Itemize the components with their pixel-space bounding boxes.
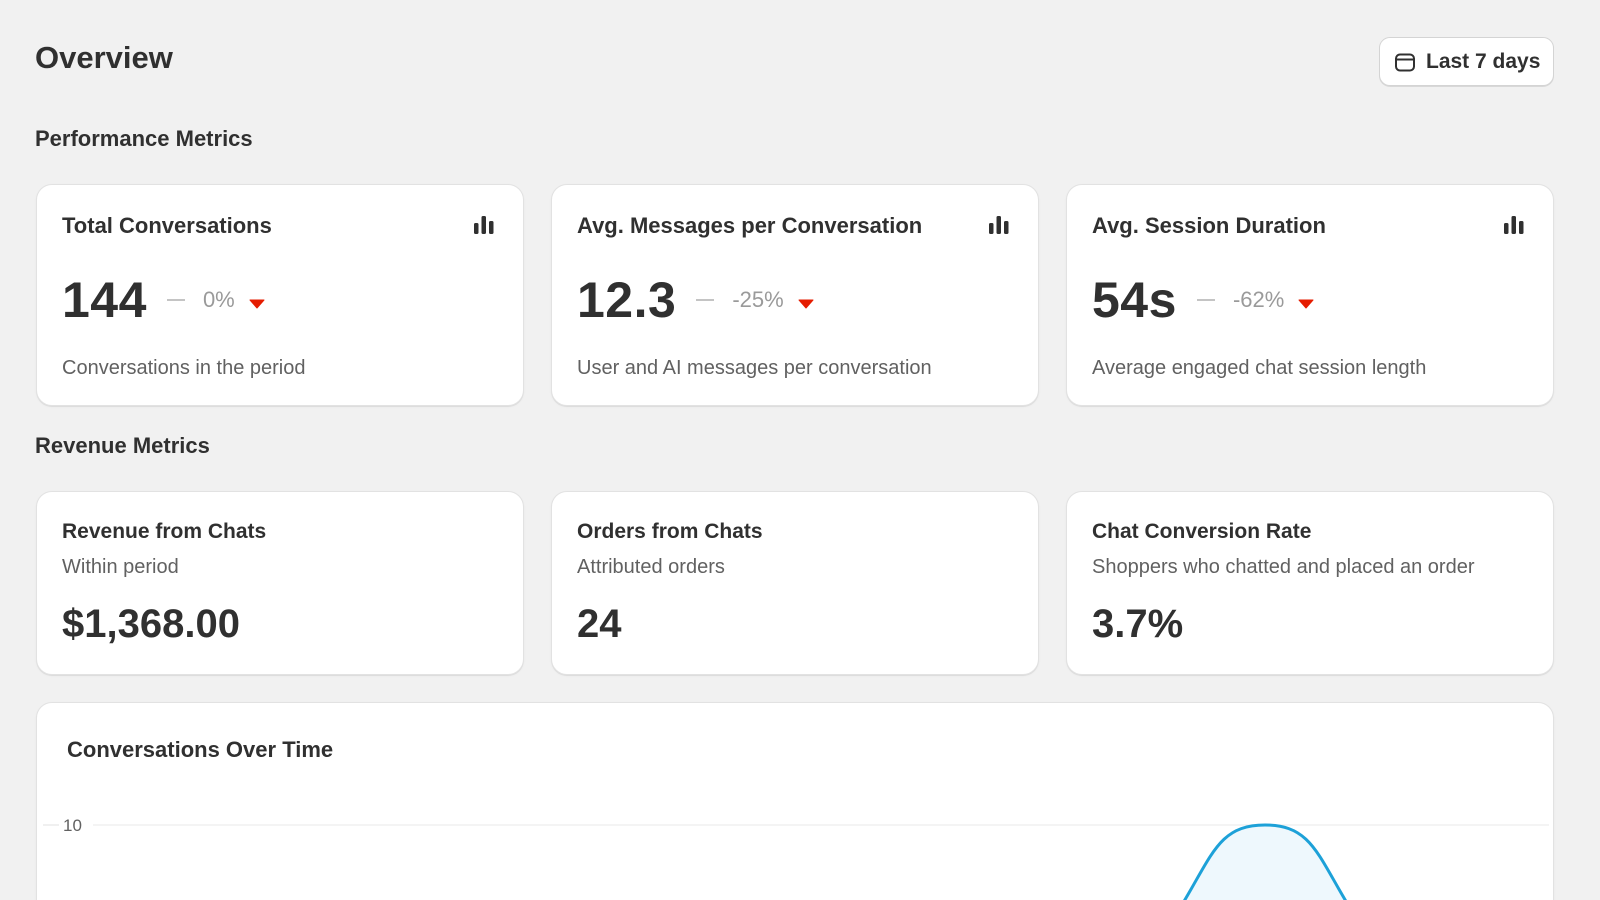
card-title: Orders from Chats [577,520,763,543]
card-description: Average engaged chat session length [1092,357,1427,379]
card-title: Chat Conversion Rate [1092,520,1312,543]
metric-card-revenue-from-chats: Revenue from Chats Within period $1,368.… [36,491,524,675]
trend-down-icon [1298,299,1314,309]
metric-card-orders-from-chats: Orders from Chats Attributed orders 24 [551,491,1039,675]
metric-change: 0% [202,287,235,312]
bar-chart-icon[interactable] [988,215,1010,235]
chart-title: Conversations Over Time [67,737,334,762]
page-title: Overview [35,40,173,75]
metric-card-avg-messages: Avg. Messages per Conversation 12.3 -25%… [551,184,1039,406]
card-title: Avg. Session Duration [1092,213,1326,238]
metric-value: 3.7% [1092,602,1184,646]
chart-series-line [1183,823,1347,900]
divider [166,299,185,301]
card-subtitle: Attributed orders [577,556,725,578]
metric-value: $1,368.00 [62,602,240,646]
card-subtitle: Within period [62,556,179,578]
conversations-chart-card: Conversations Over Time 10 [36,702,1554,900]
chart-area [1184,825,1346,900]
card-subtitle: Shoppers who chatted and placed an order [1092,556,1475,578]
date-range-button[interactable]: Last 7 days [1379,37,1554,86]
metric-change: -62% [1232,287,1285,312]
trend-down-icon [249,299,265,309]
metric-card-avg-session-duration: Avg. Session Duration 54s -62% Average e… [1066,184,1554,406]
metric-value: 12.3 [577,272,677,328]
metric-card-total-conversations: Total Conversations 144 0% Conversations… [36,184,524,406]
metric-value: 144 [62,272,147,328]
calendar-icon [1394,51,1416,73]
metric-change: -25% [732,287,784,312]
section-heading-revenue: Revenue Metrics [35,433,210,458]
divider [696,299,715,301]
card-description: Conversations in the period [62,357,306,379]
metric-value: 54s [1092,272,1177,328]
metric-card-chat-conversion-rate: Chat Conversion Rate Shoppers who chatte… [1066,491,1554,675]
metric-value: 24 [577,602,622,646]
card-title: Avg. Messages per Conversation [577,213,923,238]
conversations-chart: 10 [43,816,1549,900]
y-tick-label: 10 [63,816,82,835]
divider [1196,299,1215,301]
card-title: Revenue from Chats [62,520,267,543]
trend-down-icon [798,299,814,309]
section-heading-performance: Performance Metrics [35,126,253,151]
bar-chart-icon[interactable] [473,215,495,235]
card-title: Total Conversations [62,213,272,238]
bar-chart-icon[interactable] [1503,215,1525,235]
card-description: User and AI messages per conversation [577,357,932,379]
date-range-label: Last 7 days [1426,49,1541,73]
